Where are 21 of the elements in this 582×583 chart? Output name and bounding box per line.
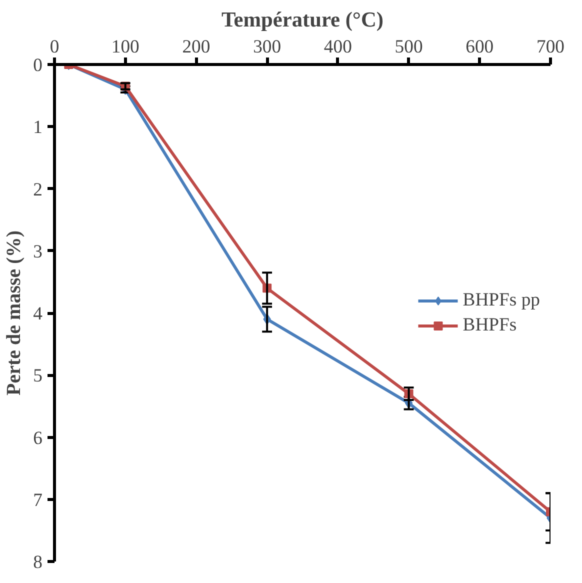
y-tick-label: 3: [33, 241, 42, 262]
x-tick-label: 300: [253, 36, 282, 58]
y-axis-title: Perte de masse (%): [3, 230, 26, 396]
y-tick-label: 5: [33, 366, 42, 387]
y-tick-label: 2: [33, 179, 42, 200]
x-tick-label: 500: [394, 36, 423, 58]
x-tick-label: 0: [50, 36, 60, 58]
x-tick-label: 600: [466, 36, 494, 58]
x-tick-label: 400: [324, 36, 352, 58]
x-tick-label: 700: [536, 36, 564, 58]
y-tick-label: 8: [33, 552, 42, 573]
y-tick-label: 6: [33, 428, 42, 449]
y-tick-label: 4: [33, 304, 44, 324]
chart-title: Température (°C): [222, 8, 384, 32]
x-tick-label: 100: [111, 36, 140, 58]
legend-label: BHPFs: [462, 314, 517, 336]
x-tick-label: 200: [182, 36, 210, 58]
y-tick-label: 7: [33, 490, 42, 511]
legend-label: BHPFs pp: [462, 289, 540, 311]
y-tick-label: 1: [33, 117, 42, 138]
y-tick-label: 0: [33, 55, 42, 76]
